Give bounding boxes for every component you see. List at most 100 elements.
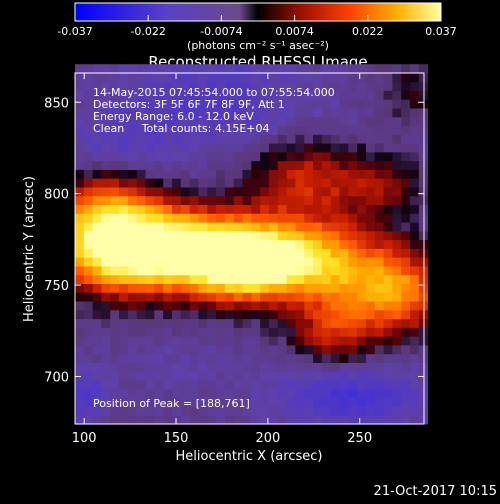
- heatmap-cell: [75, 388, 85, 399]
- heatmap-cell: [321, 90, 332, 100]
- heatmap-cell: [401, 274, 411, 284]
- heatmap-cell: [83, 151, 94, 162]
- heatmap-cell: [383, 134, 393, 144]
- heatmap-cell: [348, 388, 358, 399]
- heatmap-cell: [101, 73, 111, 83]
- heatmap-cell: [304, 406, 314, 416]
- heatmap-cell: [119, 406, 129, 416]
- heatmap-cell: [410, 90, 420, 100]
- heatmap-cell: [374, 90, 384, 100]
- heatmap-cell: [418, 222, 429, 232]
- heatmap-cell: [198, 318, 208, 328]
- heatmap-cell: [330, 169, 340, 179]
- x-tick-label: 100: [72, 431, 97, 446]
- heatmap-cell: [304, 415, 314, 425]
- heatmap-cell: [348, 309, 358, 320]
- heatmap-cell: [321, 309, 332, 320]
- heatmap-cell: [101, 213, 111, 223]
- heatmap-cell: [145, 230, 155, 241]
- heatmap-cell: [224, 143, 235, 153]
- heatmap-cell: [119, 187, 129, 197]
- heatmap-cell: [127, 204, 138, 214]
- heatmap-cell: [251, 116, 261, 127]
- heatmap-cell: [321, 116, 332, 127]
- heatmap-cell: [339, 125, 349, 135]
- heatmap-cell: [145, 195, 155, 206]
- heatmap-cell: [251, 266, 261, 276]
- heatmap-cell: [286, 362, 296, 372]
- heatmap-cell: [110, 187, 120, 197]
- heatmap-cell: [145, 213, 155, 223]
- heatmap-cell: [374, 283, 384, 293]
- heatmap-cell: [163, 99, 173, 109]
- heatmap-cell: [198, 415, 208, 425]
- heatmap-cell: [410, 116, 420, 127]
- heatmap-cell: [136, 64, 146, 74]
- heatmap-cell: [180, 116, 191, 127]
- heatmap-cell: [277, 204, 288, 214]
- x-tick-label: 200: [255, 431, 280, 446]
- heatmap-cell: [392, 125, 402, 135]
- heatmap-cell: [330, 380, 340, 390]
- heatmap-cell: [321, 108, 332, 118]
- heatmap-cell: [119, 301, 129, 311]
- heatmap-cell: [145, 125, 155, 135]
- heatmap-cell: [216, 274, 226, 284]
- heatmap-cell: [242, 353, 252, 363]
- heatmap-cell: [330, 204, 340, 214]
- heatmap-cell: [268, 160, 279, 170]
- heatmap-cell: [75, 222, 85, 232]
- heatmap-cell: [154, 90, 164, 100]
- heatmap-cell: [418, 406, 429, 416]
- heatmap-cell: [119, 108, 129, 118]
- heatmap-cell: [207, 222, 217, 232]
- heatmap-cell: [365, 213, 376, 223]
- heatmap-cell: [410, 283, 420, 293]
- heatmap-cell: [101, 239, 111, 249]
- heatmap-cell: [321, 64, 332, 74]
- heatmap-cell: [136, 292, 146, 302]
- plot-frame: [74, 72, 425, 425]
- heatmap-cell: [154, 301, 164, 311]
- heatmap-cell: [277, 178, 288, 188]
- heatmap-cell: [189, 292, 199, 302]
- heatmap-cell: [92, 187, 102, 197]
- heatmap-cell: [198, 204, 208, 214]
- y-tick-label: 850: [44, 96, 69, 111]
- heatmap-cell: [83, 73, 94, 83]
- heatmap-cell: [83, 292, 94, 302]
- heatmap-cell: [145, 283, 155, 293]
- heatmap-cell: [383, 169, 393, 179]
- heatmap-cell: [83, 143, 94, 153]
- heatmap-cell: [365, 371, 376, 381]
- heatmap-cell: [357, 239, 367, 249]
- heatmap-cell: [251, 125, 261, 135]
- y-tick-label: 800: [44, 188, 69, 203]
- heatmap-cell: [216, 213, 226, 223]
- heatmap-cell: [321, 151, 332, 162]
- heatmap-cell: [313, 108, 323, 118]
- heatmap-cell: [171, 397, 182, 407]
- heatmap-cell: [304, 160, 314, 170]
- heatmap-cell: [242, 415, 252, 425]
- heatmap-cell: [251, 134, 261, 144]
- heatmap-cell: [83, 415, 94, 425]
- heatmap-cell: [348, 362, 358, 372]
- heatmap-cell: [321, 327, 332, 337]
- heatmap-cell: [127, 266, 138, 276]
- heatmap-cell: [313, 309, 323, 320]
- heatmap-cell: [189, 345, 199, 355]
- heatmap-cell: [383, 151, 393, 162]
- heatmap-cell: [233, 327, 243, 337]
- heatmap-cell: [348, 239, 358, 249]
- heatmap-cell: [189, 327, 199, 337]
- heatmap-cell: [110, 415, 120, 425]
- heatmap-cell: [357, 64, 367, 74]
- heatmap-cell: [171, 415, 182, 425]
- heatmap-cell: [154, 239, 164, 249]
- heatmap-cell: [260, 73, 270, 83]
- heatmap-cell: [357, 204, 367, 214]
- heatmap-cell: [136, 187, 146, 197]
- heatmap-cell: [233, 301, 243, 311]
- heatmap-cell: [277, 108, 288, 118]
